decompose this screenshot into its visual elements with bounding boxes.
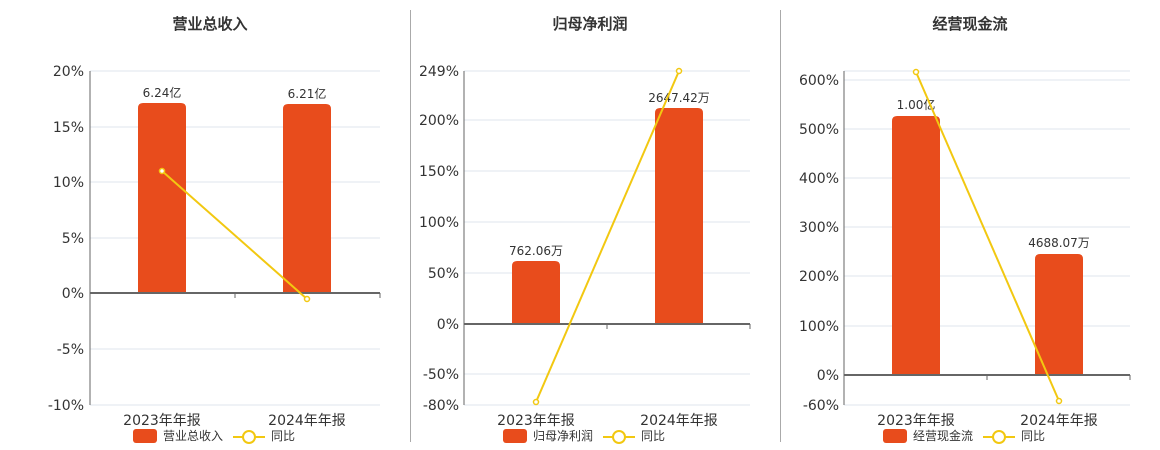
x-label: 2023年年报	[123, 413, 201, 429]
bar-2023[interactable]	[892, 116, 940, 375]
y-tick: 100%	[419, 215, 459, 231]
y-tick: 150%	[419, 164, 459, 180]
bar-2023[interactable]	[138, 103, 186, 293]
divider	[780, 10, 781, 442]
y-tick: 10%	[53, 175, 84, 191]
y-tick: 600%	[799, 73, 839, 89]
y-tick: 249%	[419, 64, 459, 80]
x-label: 2023年年报	[877, 413, 955, 429]
x-label: 2023年年报	[497, 413, 575, 429]
bar-2023[interactable]	[512, 261, 560, 324]
bar-value-label: 6.21亿	[288, 86, 327, 101]
y-tick: 400%	[799, 171, 839, 187]
y-tick: 100%	[799, 319, 839, 335]
y-tick: 300%	[799, 220, 839, 236]
bar-value-label: 1.00亿	[897, 97, 936, 112]
y-tick: 500%	[799, 122, 839, 138]
legend: 归母净利润 同比	[503, 427, 665, 444]
yoy-point[interactable]	[532, 398, 540, 406]
bar-2024[interactable]	[1035, 254, 1083, 375]
yoy-point[interactable]	[1055, 397, 1063, 405]
yoy-line	[161, 170, 308, 300]
x-label: 2024年年报	[1020, 413, 1098, 429]
legend-label[interactable]: 经营现金流	[913, 429, 974, 443]
bar-value-label: 762.06万	[509, 244, 563, 258]
y-tick: -10%	[48, 398, 84, 414]
yoy-point[interactable]	[675, 67, 683, 75]
y-tick: -50%	[423, 367, 459, 383]
line-legend-icon[interactable]	[233, 429, 266, 444]
chart-title: 归母净利润	[552, 15, 628, 33]
yoy-line	[535, 70, 680, 403]
chart-operating-cash-flow: 600% 500% 400% 300% 200% 100% 0% -60% 1.…	[799, 68, 1131, 429]
chart-panel-operating-cash-flow: 经营现金流 600% 500% 400% 300% 200% 100% 0% -…	[780, 0, 1160, 450]
x-label: 2024年年报	[268, 413, 346, 429]
y-tick: 0%	[817, 368, 839, 384]
yoy-point[interactable]	[912, 68, 920, 76]
legend-label[interactable]: 同比	[271, 429, 296, 443]
y-tick: 200%	[419, 113, 459, 129]
y-tick: -5%	[57, 342, 84, 358]
yoy-line	[915, 71, 1060, 402]
bar-2024[interactable]	[283, 104, 331, 293]
yoy-point[interactable]	[158, 167, 166, 175]
bar-value-label: 2647.42万	[648, 91, 710, 105]
chart-title: 营业总收入	[172, 15, 248, 33]
y-tick: 15%	[53, 120, 84, 136]
x-label: 2024年年报	[640, 413, 718, 429]
bar-2024[interactable]	[655, 108, 703, 324]
chart-panel-net-profit: 归母净利润 249% 200% 150% 100% 50% 0% -50% -8…	[400, 0, 780, 450]
legend-label[interactable]: 同比	[1021, 429, 1046, 443]
legend-label[interactable]: 同比	[641, 429, 666, 443]
y-tick: 0%	[62, 286, 84, 302]
line-legend-icon[interactable]	[603, 429, 636, 444]
legend-label[interactable]: 营业总收入	[163, 429, 224, 443]
bar-legend-swatch[interactable]	[133, 428, 157, 443]
chart-panel-revenue: 营业总收入 20% 15% 10% 5% 0% -5% -10% 6.24亿 6…	[0, 0, 400, 450]
legend: 营业总收入 同比	[133, 427, 295, 444]
chart-net-profit: 249% 200% 150% 100% 50% 0% -50% -80% 762…	[419, 64, 751, 429]
y-tick: 20%	[53, 64, 84, 80]
y-tick: 5%	[62, 231, 84, 247]
y-tick: 200%	[799, 269, 839, 285]
y-tick: -80%	[423, 398, 459, 414]
chart-revenue: 20% 15% 10% 5% 0% -5% -10% 6.24亿 6.21亿 2…	[48, 64, 381, 429]
y-tick: -60%	[803, 398, 839, 414]
bar-value-label: 6.24亿	[143, 85, 182, 100]
bar-legend-swatch[interactable]	[503, 428, 527, 443]
bar-value-label: 4688.07万	[1028, 236, 1090, 250]
legend-label[interactable]: 归母净利润	[533, 429, 594, 443]
line-legend-icon[interactable]	[983, 429, 1016, 444]
y-tick: 0%	[437, 317, 459, 333]
legend: 经营现金流 同比	[883, 427, 1045, 444]
divider	[410, 10, 411, 442]
yoy-point[interactable]	[303, 295, 311, 303]
bar-legend-swatch[interactable]	[883, 428, 907, 443]
y-tick: 50%	[428, 266, 459, 282]
chart-title: 经营现金流	[932, 15, 1008, 33]
